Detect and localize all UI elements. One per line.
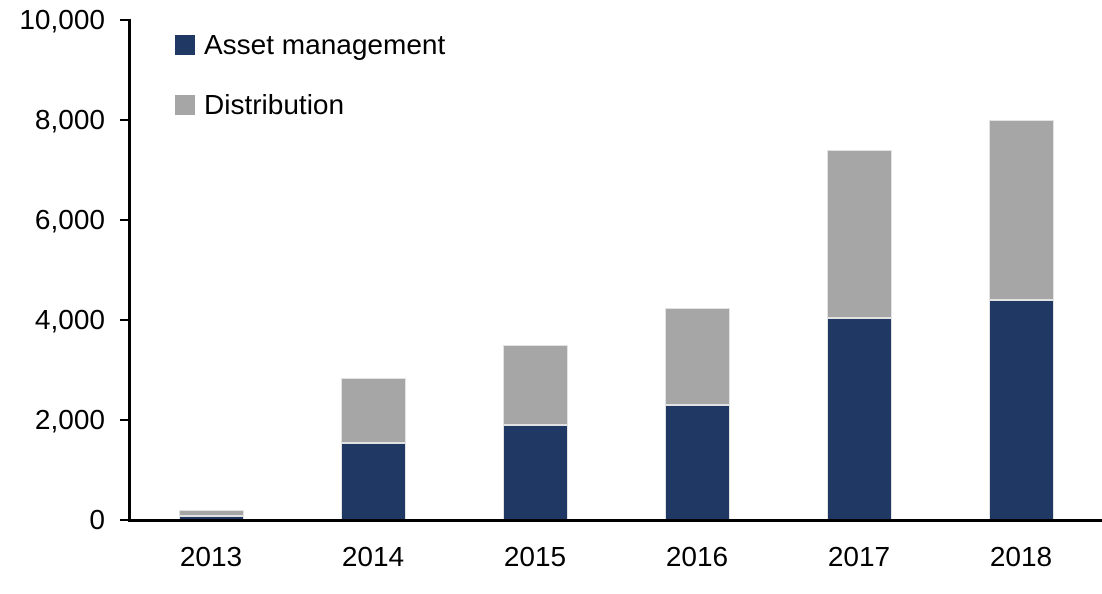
y-axis-line (128, 19, 131, 521)
y-axis-tick (120, 118, 129, 122)
x-axis-tick-label: 2015 (503, 541, 567, 572)
bar-segment-distribution-2016 (664, 307, 730, 405)
distribution-swatch-icon (175, 95, 195, 115)
y-axis-tick-label: 2,000 (34, 404, 105, 435)
bar-segment-asset-management-2015 (502, 425, 568, 520)
asset-management-swatch-icon (175, 35, 195, 55)
x-axis-tick-label: 2014 (341, 541, 405, 572)
x-axis-line (128, 519, 1102, 522)
legend-item-distribution: Distribution (175, 90, 445, 120)
y-axis-tick-label: 0 (89, 504, 105, 535)
y-axis-tick (120, 518, 129, 522)
y-axis-tick-label: 6,000 (34, 204, 105, 235)
y-axis-tick (120, 18, 129, 22)
legend-label-asset-management: Asset management (204, 29, 446, 60)
x-axis-tick-label: 2016 (665, 541, 729, 572)
bar-segment-asset-management-2014 (340, 442, 406, 520)
y-axis-tick-label: 10,000 (19, 4, 105, 35)
bar-segment-distribution-2013 (178, 510, 244, 516)
bar-segment-distribution-2017 (826, 150, 892, 318)
y-axis-tick-label: 4,000 (34, 304, 105, 335)
bar-segment-distribution-2018 (988, 120, 1054, 300)
y-axis-tick-label: 8,000 (34, 104, 105, 135)
bar-segment-asset-management-2016 (664, 405, 730, 520)
bar-segment-distribution-2014 (340, 377, 406, 443)
x-axis-tick-label: 2017 (827, 541, 891, 572)
bar-segment-asset-management-2017 (826, 317, 892, 520)
y-axis-tick (120, 418, 129, 422)
y-axis-tick (120, 218, 129, 222)
chart-legend: Asset management Distribution (175, 30, 445, 150)
bar-segment-distribution-2015 (502, 345, 568, 425)
legend-item-asset-management: Asset management (175, 30, 445, 60)
y-axis-tick (120, 318, 129, 322)
x-axis-tick-label: 2013 (179, 541, 243, 572)
bar-segment-asset-management-2018 (988, 300, 1054, 520)
legend-label-distribution: Distribution (204, 89, 345, 120)
x-axis-tick-label: 2018 (989, 541, 1053, 572)
